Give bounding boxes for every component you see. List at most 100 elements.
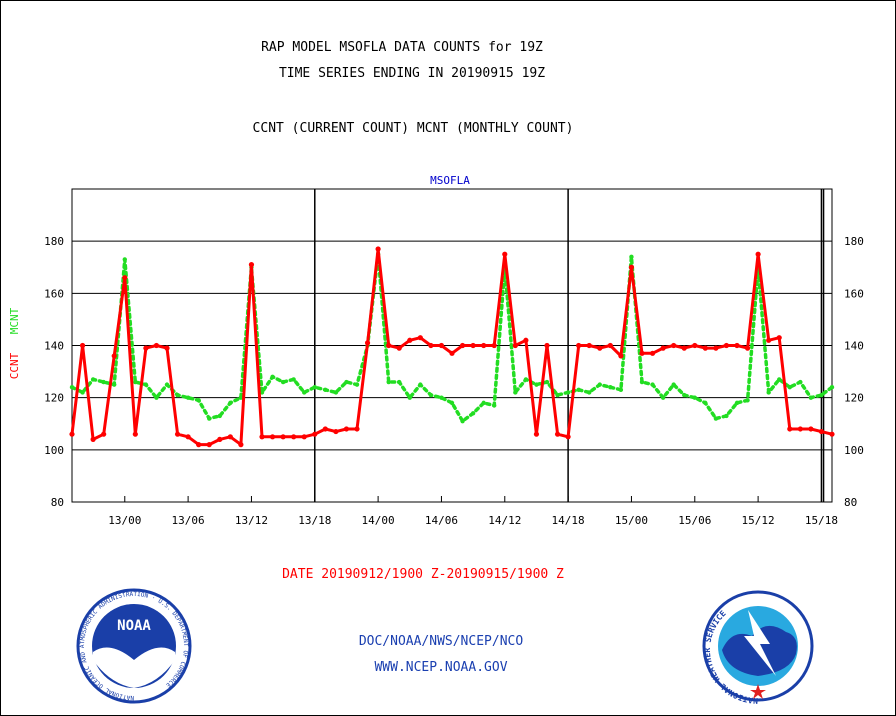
x-tick-label: 13/00 [108, 514, 141, 527]
data-point-mcnt [80, 390, 85, 395]
data-point-ccnt [544, 342, 550, 349]
data-point-mcnt [407, 395, 412, 400]
noaa-bird-icon [93, 647, 175, 688]
x-tick-label: 14/12 [488, 514, 521, 527]
noaa-logo: NOAA NATIONAL OCEANIC AND ATMOSPHERIC AD… [76, 588, 192, 704]
data-point-mcnt [154, 395, 159, 400]
data-point-ccnt [196, 442, 202, 448]
data-point-ccnt [101, 431, 107, 437]
plot-area: 80 80 100 100 120 120 140 140 160 160 180 180 13/00 1… [44, 188, 864, 527]
x-tick-label: 15/12 [742, 514, 775, 527]
data-point-ccnt [132, 431, 138, 437]
data-point-ccnt [692, 342, 698, 349]
data-point-ccnt [597, 345, 603, 351]
data-point-mcnt [280, 379, 286, 385]
data-point-mcnt [713, 416, 719, 421]
nws-logo: NATIONAL WEATHER SERVICE [702, 590, 814, 705]
data-point-ccnt [702, 345, 708, 351]
y-tick-label-left: 160 [44, 287, 64, 300]
data-point-mcnt [90, 377, 96, 382]
x-tick-label: 15/18 [805, 514, 838, 527]
data-point-ccnt [744, 345, 751, 351]
data-point-mcnt [608, 385, 613, 390]
data-point-mcnt [196, 398, 201, 403]
title-line-3: CCNT (CURRENT COUNT) MCNT (MONTHLY COUNT… [253, 121, 574, 136]
data-point-ccnt [776, 335, 782, 341]
y-tick-label-right: 120 [844, 392, 864, 405]
y-tick-label-right: 100 [844, 444, 864, 457]
data-point-ccnt [523, 337, 529, 343]
data-point-mcnt [302, 390, 307, 395]
y-tick-label-right: 160 [844, 287, 864, 300]
data-point-mcnt [470, 411, 476, 416]
data-point-mcnt [354, 382, 360, 387]
data-point-mcnt [122, 257, 127, 262]
data-point-ccnt [122, 275, 128, 281]
x-tick-label: 15/00 [615, 514, 648, 527]
data-point-ccnt [491, 342, 497, 349]
data-point-ccnt [291, 434, 297, 440]
data-point-mcnt [481, 400, 486, 406]
y-label-ccnt: CCNT [8, 352, 21, 379]
data-point-ccnt [607, 342, 613, 349]
data-point-mcnt [692, 395, 697, 400]
data-point-mcnt [259, 390, 265, 395]
data-point-ccnt [797, 426, 803, 432]
data-point-ccnt [312, 431, 318, 437]
series-line-mcnt [70, 252, 834, 423]
data-point-ccnt [301, 434, 307, 440]
data-point-mcnt [618, 387, 624, 393]
data-point-mcnt [228, 400, 233, 406]
data-point-mcnt [629, 254, 634, 260]
data-point-mcnt [439, 395, 444, 400]
data-point-mcnt [449, 400, 455, 406]
data-point-mcnt [344, 379, 349, 385]
x-tick-label: 13/18 [298, 514, 331, 527]
data-point-mcnt [639, 379, 645, 385]
data-point-mcnt [798, 379, 803, 385]
url-link[interactable]: WWW.NCEP.NOAA.GOV [374, 660, 507, 675]
y-tick-label-left: 120 [44, 392, 64, 405]
data-point-ccnt [681, 345, 687, 351]
data-point-mcnt [808, 395, 814, 400]
data-point-mcnt [555, 392, 560, 398]
data-point-mcnt [534, 382, 539, 387]
data-point-ccnt [628, 264, 635, 270]
noaa-logo-text: NOAA [117, 618, 151, 634]
data-point-ccnt [723, 342, 730, 349]
data-point-ccnt [470, 342, 476, 349]
data-point-mcnt [143, 382, 149, 387]
data-point-ccnt [713, 345, 719, 351]
plot-title: MSOFLA [430, 174, 470, 187]
x-tick-label: 14/06 [425, 514, 458, 527]
data-point-ccnt [111, 353, 117, 359]
data-point-mcnt [217, 413, 222, 419]
data-point-mcnt [101, 379, 106, 385]
data-point-ccnt [343, 426, 350, 432]
x-tick-label: 14/18 [552, 514, 585, 527]
data-point-mcnt [164, 382, 170, 387]
data-point-ccnt [227, 434, 233, 440]
data-point-ccnt [671, 342, 677, 349]
y-tick-label-left: 140 [44, 340, 64, 353]
data-point-ccnt [576, 342, 582, 349]
data-point-mcnt [185, 395, 191, 400]
data-point-mcnt [777, 377, 782, 382]
data-point-mcnt [428, 392, 434, 398]
data-point-ccnt [79, 342, 86, 349]
data-point-mcnt [576, 387, 581, 393]
data-point-ccnt [269, 434, 276, 440]
data-point-ccnt [755, 251, 761, 257]
data-point-ccnt [533, 431, 540, 437]
data-point-ccnt [565, 434, 571, 440]
data-point-ccnt [185, 434, 191, 440]
data-point-ccnt [280, 434, 286, 440]
data-point-ccnt [660, 345, 666, 351]
data-point-mcnt [513, 390, 518, 395]
x-tick-label: 14/00 [362, 514, 395, 527]
data-point-ccnt [354, 426, 360, 432]
y-tick-label-right: 140 [844, 340, 864, 353]
data-point-ccnt [396, 345, 402, 351]
data-point-ccnt [407, 337, 413, 343]
